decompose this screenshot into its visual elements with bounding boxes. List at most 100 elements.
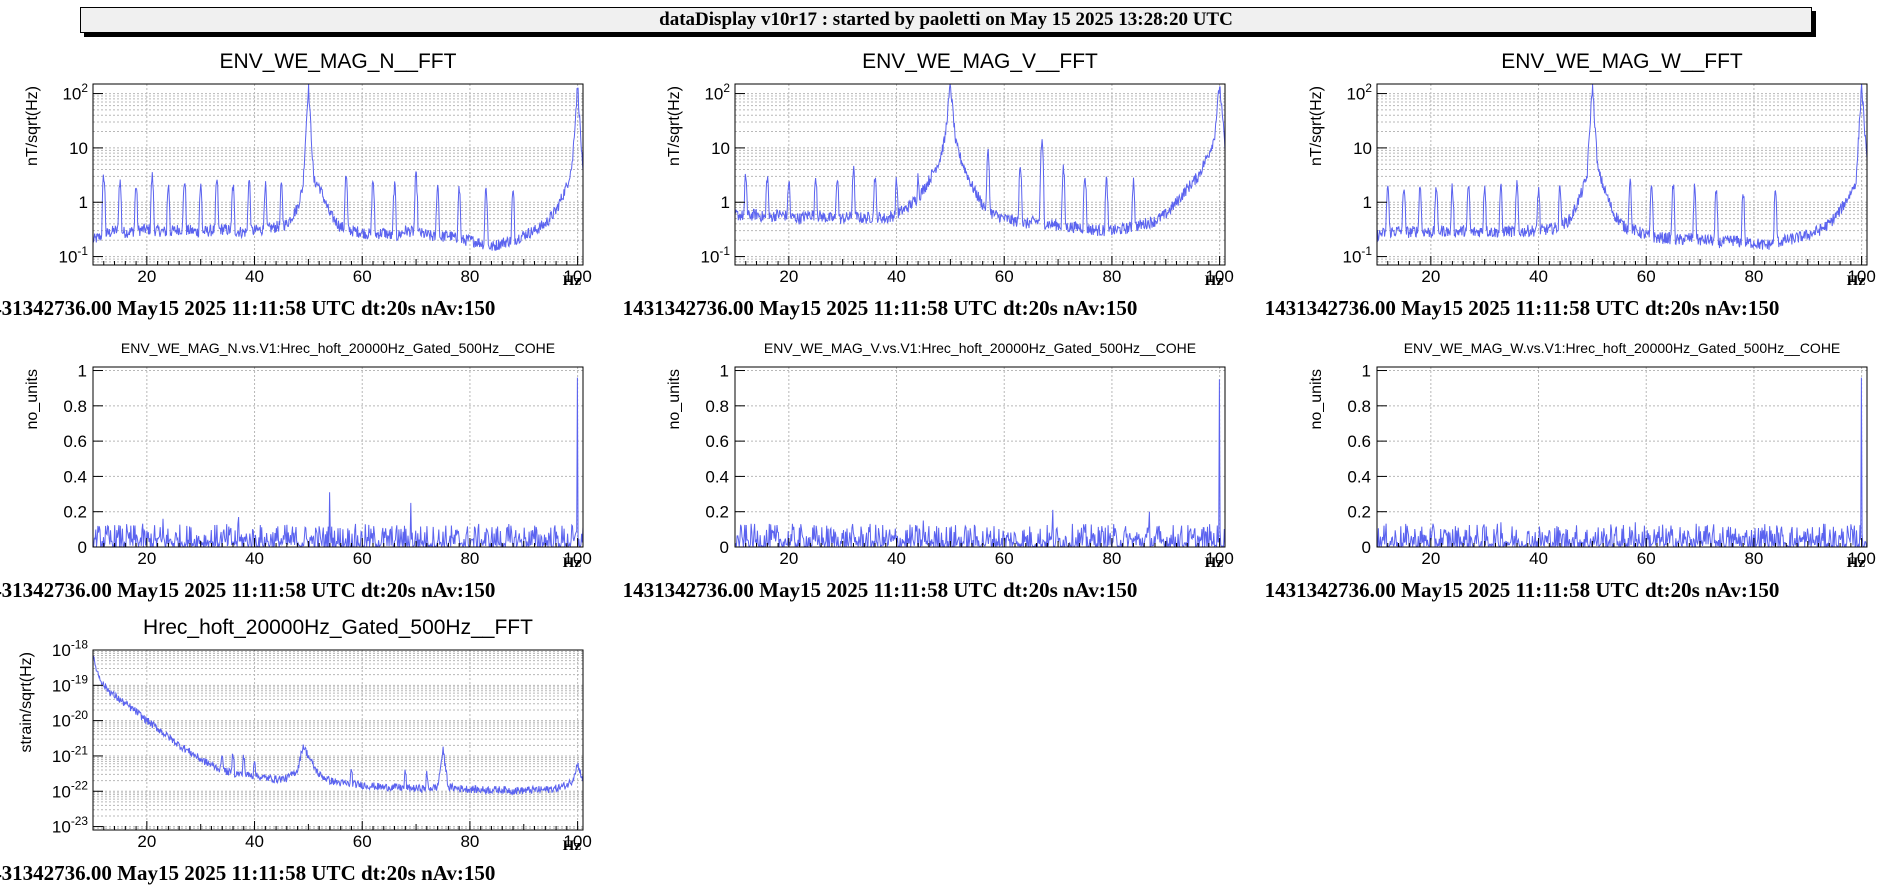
series-trace (735, 84, 1225, 237)
y-tick-label: 0 (1362, 538, 1371, 557)
x-tick-label: 80 (460, 267, 479, 286)
x-tick-label: 20 (1421, 267, 1440, 286)
x-axis-unit: Hz (1205, 273, 1224, 289)
x-tick-label: 60 (995, 549, 1014, 568)
plot-frame (1376, 366, 1868, 548)
chart-title: ENV_WE_MAG_N.vs.V1:Hrec_hoft_20000Hz_Gat… (121, 340, 555, 356)
y-tick-label: 0.4 (63, 467, 87, 486)
grid (735, 367, 1225, 547)
x-tick-label: 60 (1637, 549, 1656, 568)
y-tick-label: 0.8 (705, 397, 729, 416)
info-line: 1431342736.00 May15 2025 11:11:58 UTC dt… (0, 578, 495, 602)
x-tick-label: 40 (887, 267, 906, 286)
plot-frame (92, 366, 584, 548)
y-tick-label: 1 (1362, 362, 1371, 381)
x-tick-label: 40 (245, 267, 264, 286)
x-tick-label: 100 (1205, 549, 1233, 568)
y-tick-label: 0.6 (1347, 432, 1371, 451)
y-tick-label: 10-18 (52, 637, 88, 660)
x-tick-label: 20 (779, 267, 798, 286)
y-tick-label: 1 (78, 362, 87, 381)
x-tick-label: 40 (245, 832, 264, 851)
y-tick-label: 1 (721, 193, 730, 212)
y-tick-label: 1 (1363, 193, 1372, 212)
y-axis-label: nT/sqrt(Hz) (666, 86, 683, 166)
x-tick-label: 80 (1744, 549, 1763, 568)
x-axis-unit: Hz (1205, 555, 1224, 571)
x-tick-label: 20 (137, 549, 156, 568)
series-trace (93, 655, 583, 796)
chart-title: ENV_WE_MAG_V__FFT (862, 50, 1098, 73)
y-tick-label: 0.4 (1347, 467, 1371, 486)
y-tick-label: 10-23 (52, 814, 88, 837)
header-title: dataDisplay v10r17 : started by paoletti… (659, 9, 1233, 30)
x-tick-label: 60 (353, 832, 372, 851)
y-tick-label: 10 (69, 139, 88, 158)
info-line: 1431342736.00 May15 2025 11:11:58 UTC dt… (0, 296, 495, 320)
y-tick-label: 10-1 (59, 244, 89, 267)
plot-frame (734, 83, 1226, 266)
y-tick-label: 0.6 (705, 432, 729, 451)
series-trace (735, 379, 1225, 547)
info-line: 1431342736.00 May15 2025 11:11:58 UTC dt… (623, 578, 1138, 602)
x-tick-label: 60 (995, 267, 1014, 286)
chart-cohe-w: ENV_WE_MAG_W.vs.V1:Hrec_hoft_20000Hz_Gat… (1265, 340, 1876, 602)
chart-fft-hrec: Hrec_hoft_20000Hz_Gated_500Hz__FFT 20 40 60… (0, 616, 592, 885)
y-tick-label: 10-21 (52, 743, 88, 766)
y-axis-label: strain/sqrt(Hz) (18, 652, 35, 752)
x-axis-unit: Hz (563, 555, 582, 571)
y-tick-label: 10-22 (52, 779, 88, 802)
grid (1377, 367, 1867, 547)
y-tick-label: 102 (1346, 81, 1372, 104)
y-tick-label: 1 (79, 193, 88, 212)
series-trace (1377, 84, 1867, 250)
chart-cohe-v: ENV_WE_MAG_V.vs.V1:Hrec_hoft_20000Hz_Gat… (623, 340, 1234, 602)
x-axis-unit: Hz (1847, 555, 1866, 571)
grid (735, 84, 1225, 265)
y-tick-label: 0.2 (1347, 503, 1371, 522)
info-line: 1431342736.00 May15 2025 11:11:58 UTC dt… (1265, 578, 1780, 602)
x-tick-label: 100 (1847, 267, 1875, 286)
x-tick-label: 40 (887, 549, 906, 568)
x-tick-label: 100 (1205, 267, 1233, 286)
x-tick-label: 100 (563, 832, 591, 851)
plot-frame (1376, 83, 1868, 266)
series-trace (93, 84, 583, 251)
x-tick-label: 80 (460, 549, 479, 568)
x-axis-unit: Hz (563, 273, 582, 289)
x-tick-label: 80 (1102, 549, 1121, 568)
x-tick-label: 80 (1744, 267, 1763, 286)
grid (93, 650, 583, 830)
plot-frame (92, 649, 584, 831)
x-axis-unit: Hz (563, 838, 582, 854)
x-tick-label: 80 (1102, 267, 1121, 286)
x-tick-label: 20 (1421, 549, 1440, 568)
x-tick-label: 20 (137, 267, 156, 286)
y-tick-label: 0.8 (1347, 397, 1371, 416)
y-tick-label: 102 (704, 81, 730, 104)
info-line: 1431342736.00 May15 2025 11:11:58 UTC dt… (0, 861, 495, 885)
chart-title: Hrec_hoft_20000Hz_Gated_500Hz__FFT (143, 616, 533, 639)
x-tick-label: 60 (1637, 267, 1656, 286)
x-tick-label: 40 (1529, 267, 1548, 286)
y-tick-label: 0 (78, 538, 87, 557)
x-tick-label: 60 (353, 267, 372, 286)
info-line: 1431342736.00 May15 2025 11:11:58 UTC dt… (1265, 296, 1780, 320)
y-axis-label: no_units (24, 369, 41, 430)
y-tick-label: 0 (720, 538, 729, 557)
x-tick-label: 80 (460, 832, 479, 851)
x-tick-label: 100 (563, 549, 591, 568)
y-axis-label: no_units (1308, 369, 1325, 430)
grid (93, 84, 583, 265)
y-axis-label: no_units (666, 369, 683, 430)
x-tick-label: 100 (1847, 549, 1875, 568)
y-tick-label: 10-1 (1343, 244, 1373, 267)
info-line: 1431342736.00 May15 2025 11:11:58 UTC dt… (623, 296, 1138, 320)
y-tick-label: 0.4 (705, 467, 729, 486)
y-tick-label: 0.2 (63, 503, 87, 522)
y-tick-label: 0.2 (705, 503, 729, 522)
x-tick-label: 20 (137, 832, 156, 851)
chart-cohe-n: ENV_WE_MAG_N.vs.V1:Hrec_hoft_20000Hz_Gat… (0, 340, 592, 602)
